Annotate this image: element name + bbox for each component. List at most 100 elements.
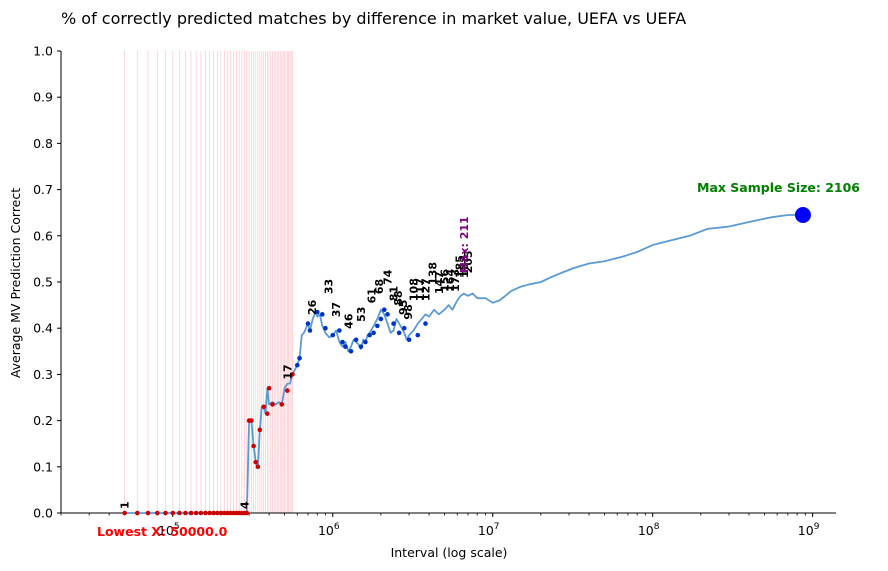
annotation-label: 98 [402,304,415,319]
x-tick-base: 10 [798,523,814,538]
red-point [122,510,127,516]
x-tick-label: 109 [798,522,820,538]
max-label: Max: 211 [458,216,471,273]
y-tick-label: 1.0 [33,44,53,59]
blue-point [348,349,354,354]
red-point [253,459,259,465]
red-point [265,411,270,416]
annotation-label: 88 [392,290,405,305]
red-point [244,510,250,516]
blue-point [294,362,300,368]
chart-title: % of correctly predicted matches by diff… [61,9,686,28]
red-point [257,427,263,433]
red-point [203,510,208,516]
annotation-label: 81 [388,286,401,301]
blue-point [375,323,380,329]
red-point [266,385,272,391]
red-point [163,510,168,516]
blue-point [323,325,328,331]
y-tick-label: 0.0 [33,506,53,521]
annotation-label: 156 [439,269,452,292]
red-point [261,404,266,410]
blue-point [330,332,336,338]
red-point [183,510,188,516]
blue-point [297,355,302,361]
y-tick-label: 0.2 [33,413,53,428]
red-point [193,510,199,516]
blue-point [367,332,372,338]
blue-point [385,312,390,317]
annotation-label: 33 [322,279,335,294]
lowest-x-label: Lowest X: 50000.0 [97,524,228,539]
y-tick-label: 0.4 [33,321,53,336]
blue-point [319,312,325,317]
blue-point [353,337,359,343]
red-point [255,464,261,470]
red-point [270,402,275,407]
annotation-label: 205 [462,250,475,273]
y-axis-label: Average MV Prediction Correct [8,188,23,378]
red-point [251,443,256,449]
blue-point [391,321,396,326]
red-point [249,418,254,423]
annotation-label: 117 [414,278,427,301]
points-group [122,207,811,516]
y-tick-label: 0.3 [33,367,53,382]
red-point [211,510,216,516]
x-tick-label: 105 [158,522,180,538]
red-point [207,510,212,516]
x-tick-exponent: 7 [494,522,500,532]
annotation-label: 193 [458,255,471,278]
blue-point [396,330,402,336]
blue-point [423,321,428,326]
x-tick-exponent: 5 [174,522,180,532]
annotation-label: 173 [449,269,462,292]
blue-point [343,344,348,349]
annotation-label: 74 [382,269,395,285]
red-point [177,510,182,516]
annotation-label: 53 [355,307,368,322]
annotation-label: 4 [238,501,251,509]
blue-point [382,307,387,313]
annotation-label: 37 [330,302,343,317]
x-tick-label: 108 [638,522,660,538]
vertical-lines-group [124,51,293,513]
x-tick-exponent: 6 [334,522,340,532]
x-axis-label: Interval (log scale) [391,545,508,560]
red-point [222,510,227,516]
annotation-label: 26 [306,299,319,315]
red-point [198,510,204,516]
x-tick-label: 106 [318,522,340,538]
red-point [279,402,285,407]
blue-point [337,328,342,333]
x-tick-base: 10 [478,523,494,538]
x-tick-base: 10 [638,523,654,538]
blue-point [378,316,384,322]
annotation-label: 95 [397,300,410,315]
x-tick-base: 10 [318,523,334,538]
red-point [218,510,224,516]
y-tick-label: 0.6 [33,228,53,243]
red-point [145,510,151,516]
annotation-label: 61 [366,288,379,303]
annotation-label: 127 [419,278,432,301]
blue-point [415,332,421,338]
annotation-label: 46 [342,313,355,329]
annotation-label: 108 [408,278,421,301]
red-point [170,510,176,516]
x-tick-base: 10 [158,523,174,538]
annotation-label: 147 [433,271,446,294]
y-tick-label: 0.5 [33,275,53,290]
y-tick-label: 0.1 [33,459,53,474]
annotation-label: 17 [281,364,294,379]
blue-point [340,339,345,345]
blue-point [363,339,368,345]
annotation-label: 185 [454,255,467,278]
max-sample-label: Max Sample Size: 2106 [697,180,860,195]
red-point [155,510,160,516]
blue-point [358,344,364,349]
